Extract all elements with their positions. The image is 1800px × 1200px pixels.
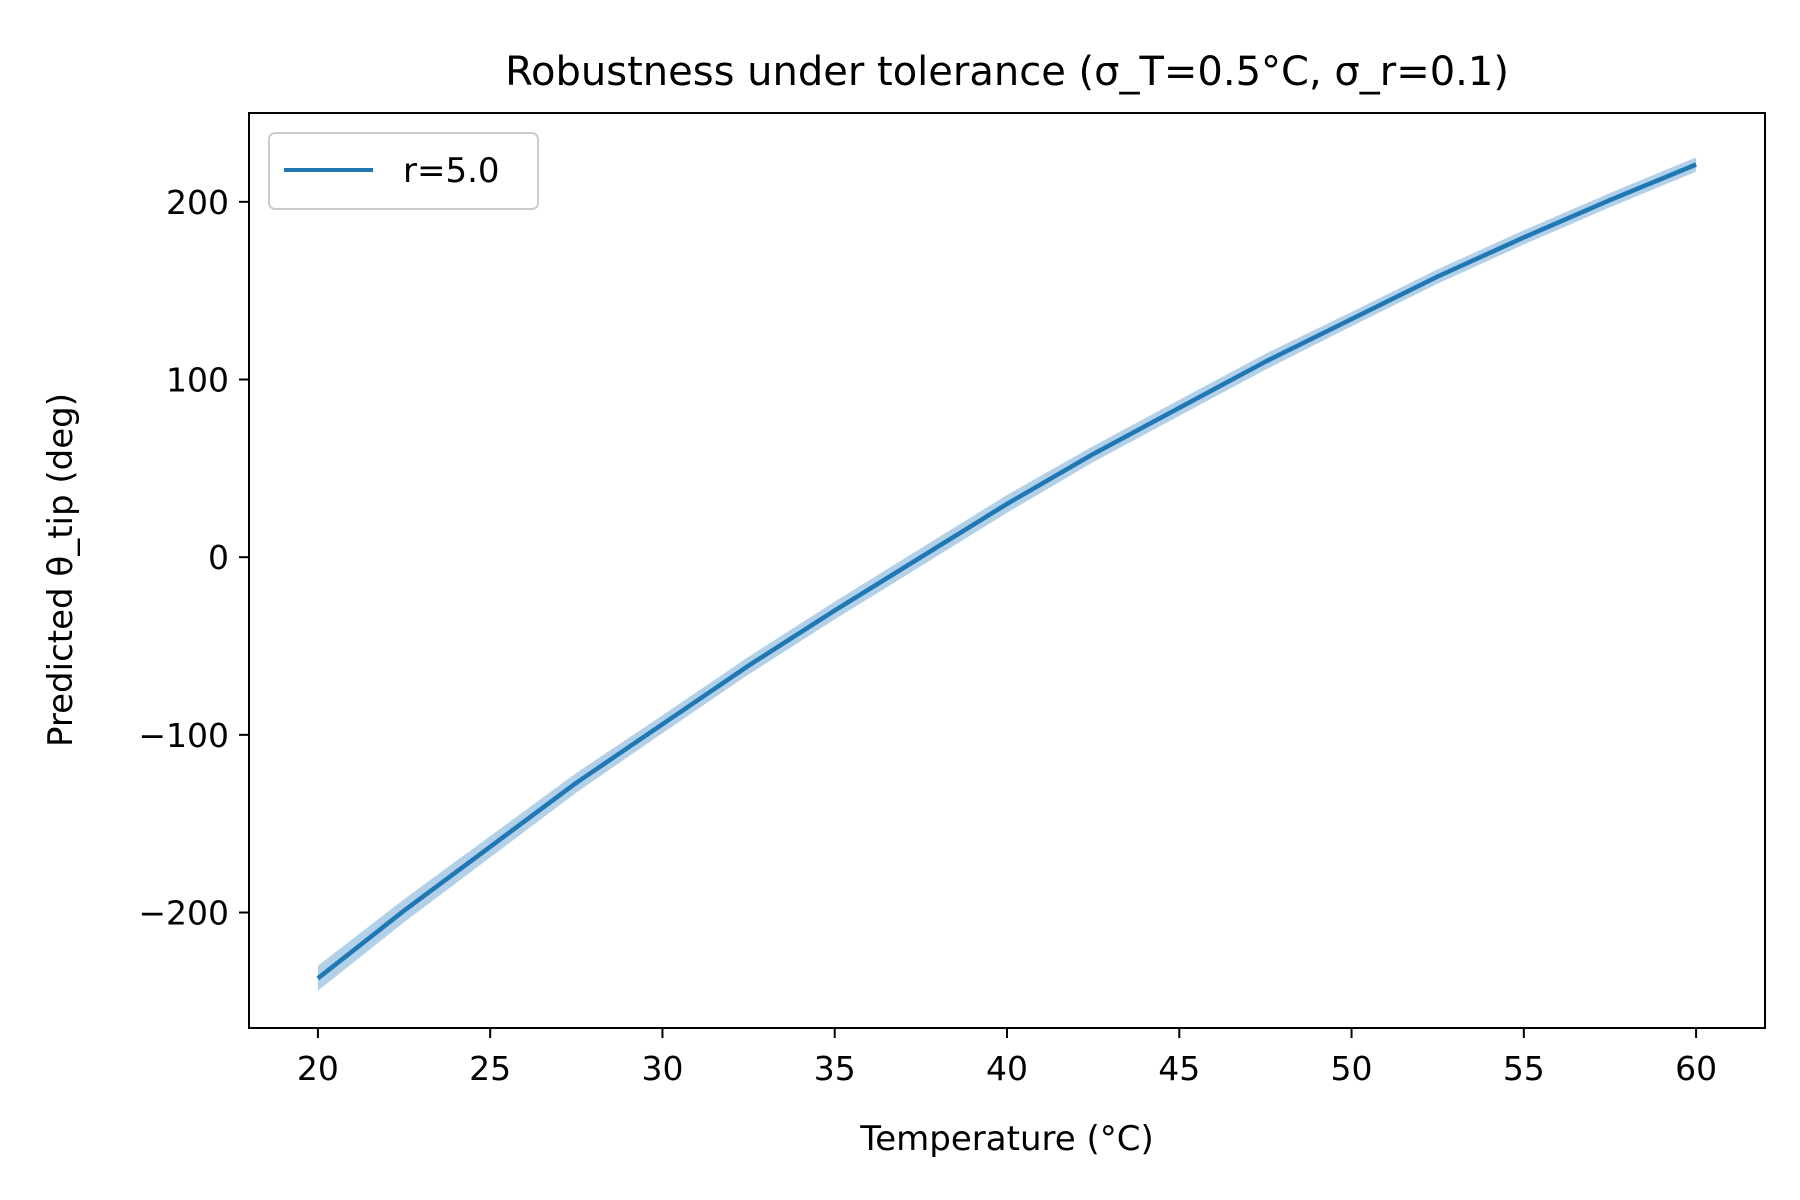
legend: r=5.0 <box>268 132 539 210</box>
x-axis-label: Temperature (°C) <box>859 1119 1153 1159</box>
x-tick-label-45: 45 <box>1158 1049 1200 1088</box>
y-axis-label: Predicted θ_tip (deg) <box>41 393 81 747</box>
chart-title: Robustness under tolerance (σ_T=0.5°C, σ… <box>505 49 1509 95</box>
x-tick-label-40: 40 <box>986 1049 1028 1088</box>
series-line-layer <box>316 162 1697 981</box>
y-tick-label-100: 100 <box>166 361 229 400</box>
x-tick-label-20: 20 <box>297 1049 339 1088</box>
x-axis: 20 25 30 35 40 45 50 55 60 <box>297 1028 1717 1088</box>
y-tick-label--200: −200 <box>138 894 229 933</box>
y-tick-label-0: 0 <box>208 538 229 577</box>
y-tick-label-200: 200 <box>166 183 229 222</box>
x-tick-label-30: 30 <box>641 1049 683 1088</box>
y-tick-label--100: −100 <box>138 716 229 755</box>
x-tick-label-55: 55 <box>1503 1049 1545 1088</box>
x-tick-label-60: 60 <box>1675 1049 1717 1088</box>
y-axis: −200 −100 0 100 200 <box>138 183 249 933</box>
x-tick-label-35: 35 <box>814 1049 856 1088</box>
x-tick-label-25: 25 <box>469 1049 511 1088</box>
legend-label-r-5-0: r=5.0 <box>403 151 500 191</box>
legend-box <box>268 132 539 210</box>
series-line-0 <box>316 162 1697 981</box>
x-tick-label-50: 50 <box>1331 1049 1373 1088</box>
